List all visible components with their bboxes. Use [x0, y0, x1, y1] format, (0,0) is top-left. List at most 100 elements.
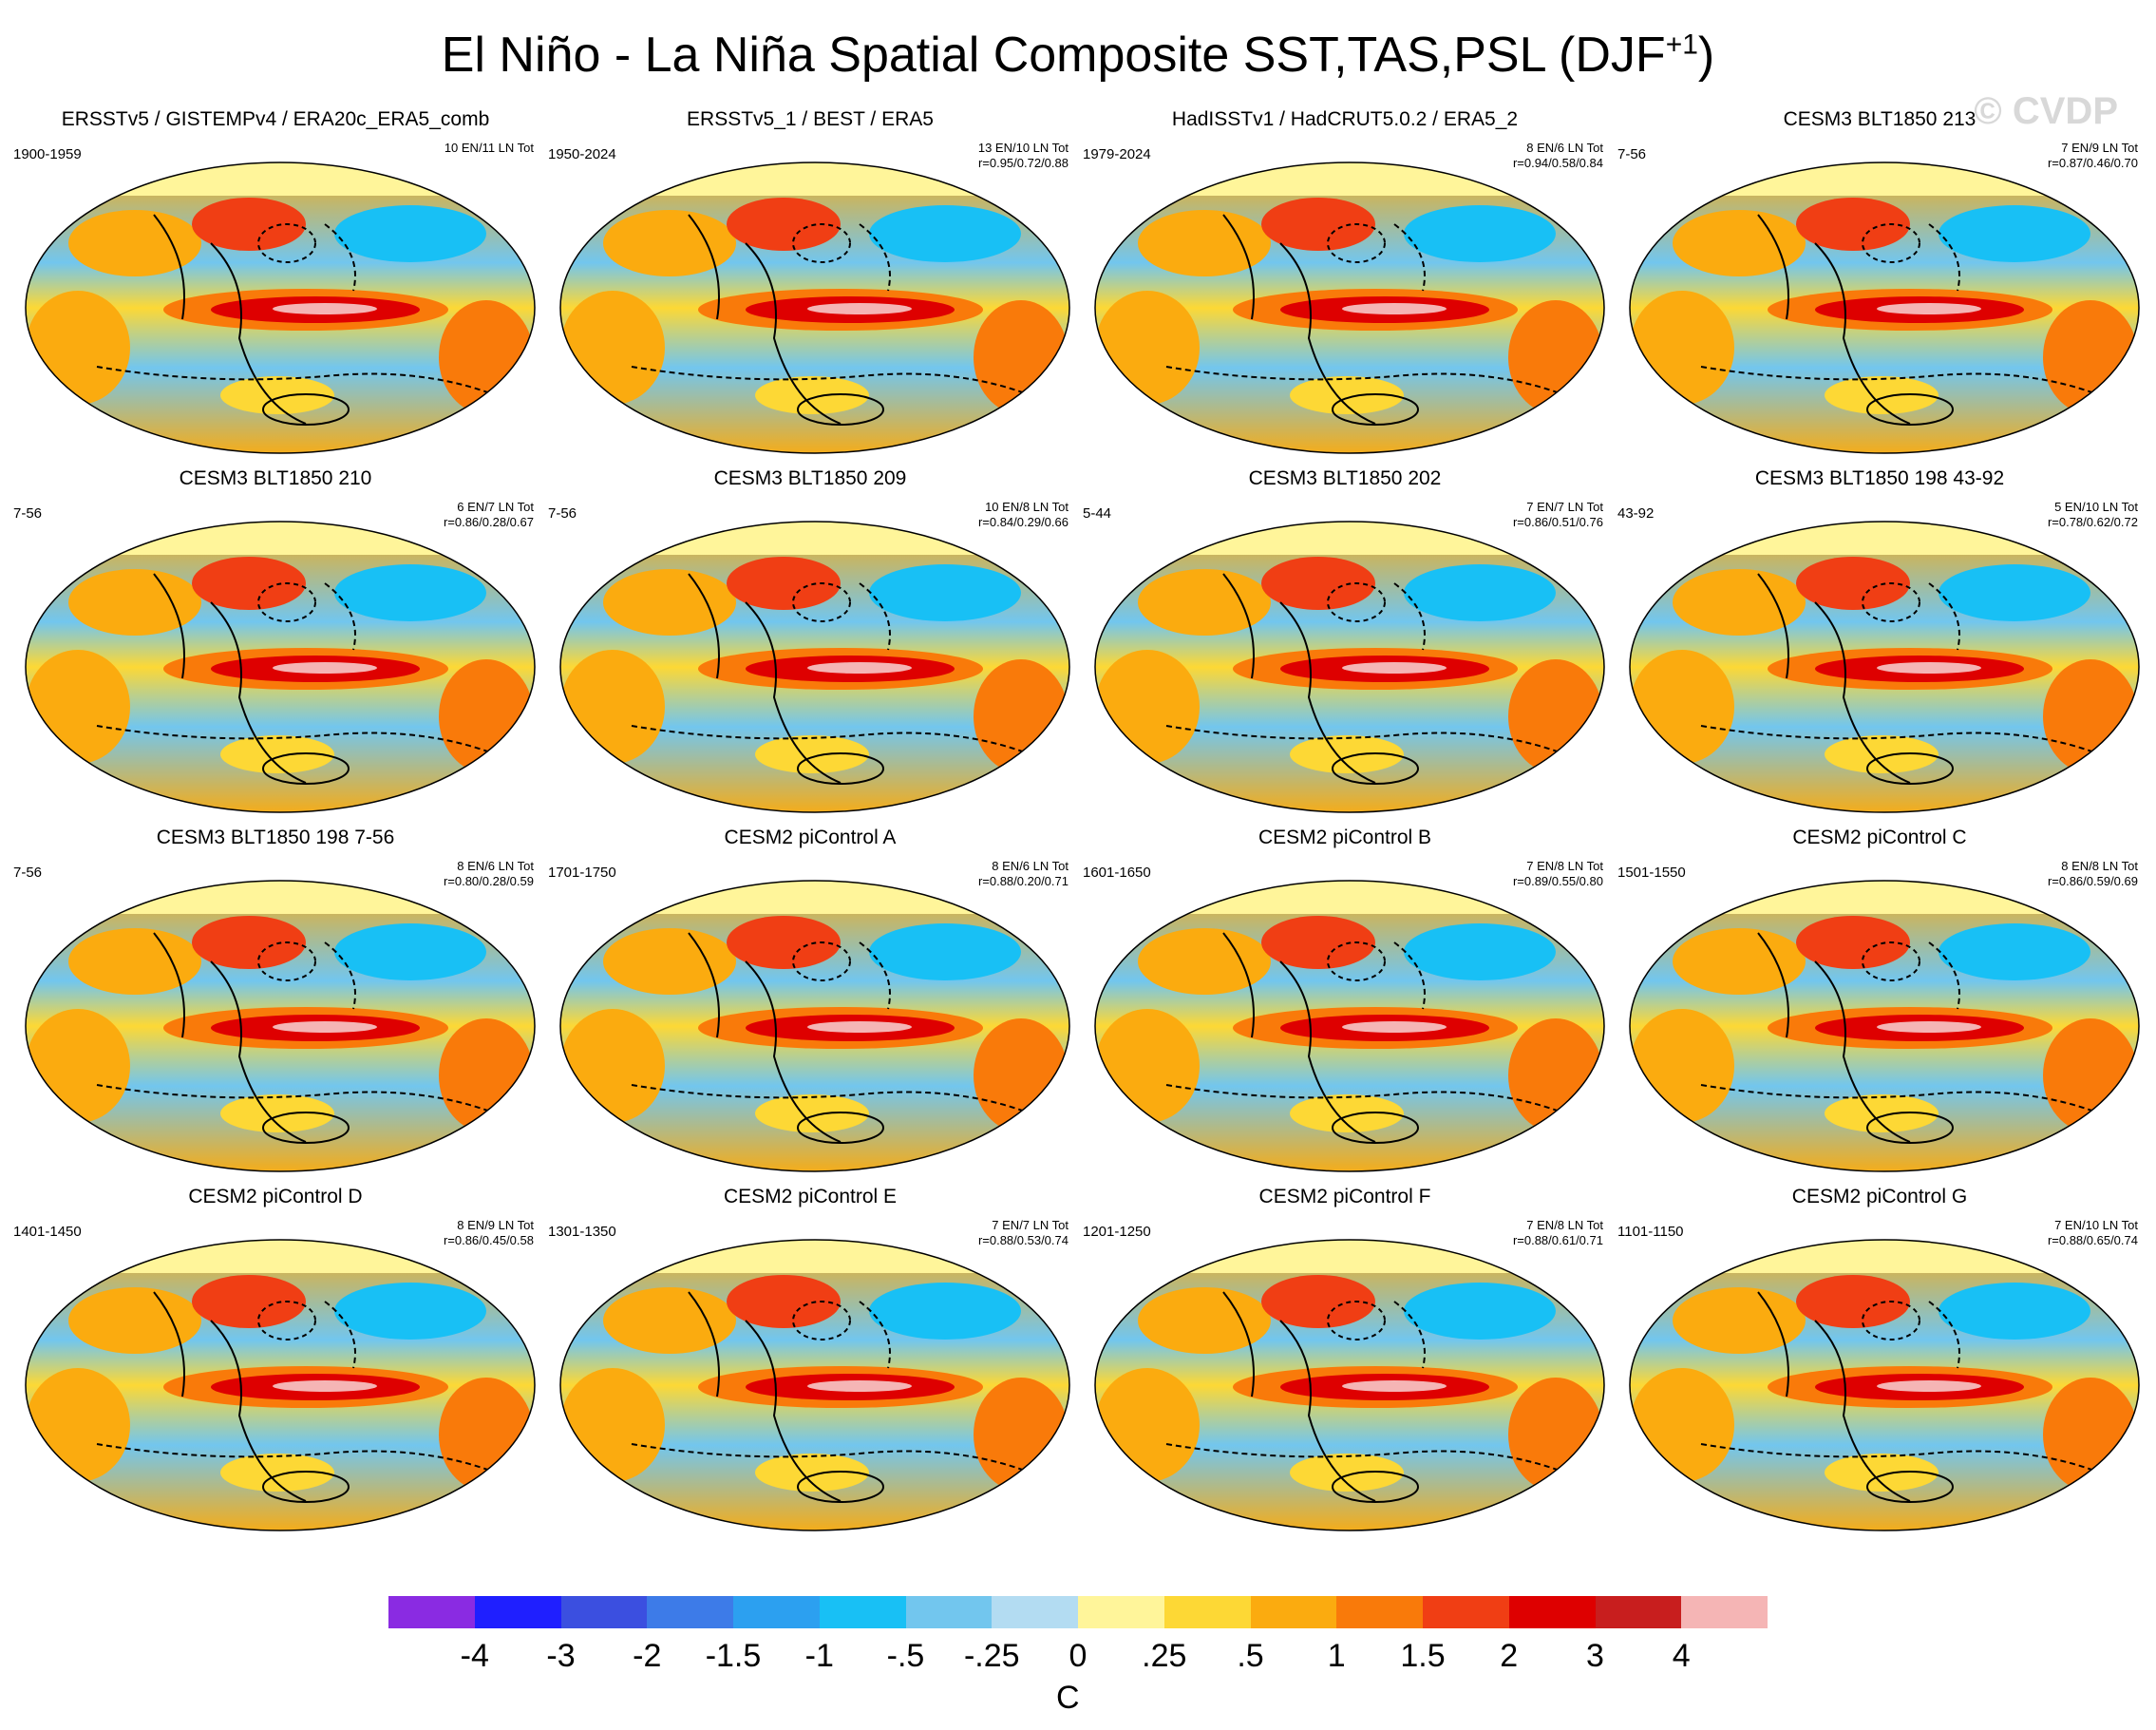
colorbar-swatch [905, 1596, 993, 1628]
map-area [21, 158, 539, 458]
colorbar-swatch [992, 1596, 1078, 1628]
panel-counts: 7 EN/7 LN Tot [1526, 500, 1603, 514]
colorbar-tick-label: .25 [1142, 1638, 1187, 1674]
colorbar-swatch [1681, 1596, 1768, 1628]
colorbar-swatch [647, 1596, 733, 1628]
map-area [1090, 876, 1609, 1176]
panel-counts: 6 EN/7 LN Tot [457, 500, 534, 514]
panel-stats: 7 EN/10 LN Tot r=0.88/0.65/0.74 [2048, 1218, 2138, 1248]
map-panel: CESM2 piControl C 1501-1550 8 EN/8 LN Tot r… [1614, 823, 2146, 1180]
panel-stats: 10 EN/8 LN Tot r=0.84/0.29/0.66 [978, 500, 1069, 530]
panel-correlation: r=0.86/0.28/0.67 [443, 515, 534, 529]
panel-title: CESM2 piControl D [188, 1186, 363, 1207]
cvdp-watermark: © CVDP [1974, 90, 2118, 132]
panel-period: 1950-2024 [548, 146, 616, 162]
map-plot [559, 521, 1070, 813]
map-panel: CESM3 BLT1850 213 7-56 7 EN/9 LN Tot r=0.87… [1614, 105, 2146, 462]
colorbar [388, 1596, 1768, 1628]
map-area [556, 158, 1074, 458]
map-plot [25, 1239, 536, 1531]
map-plot [25, 880, 536, 1172]
map-plot [25, 162, 536, 454]
map-panel: CESM2 piControl D 1401-1450 8 EN/9 LN Tot r… [9, 1182, 541, 1539]
panel-period: 43-92 [1617, 505, 1655, 522]
panel-counts: 10 EN/11 LN Tot [444, 141, 534, 155]
panel-correlation: r=0.88/0.61/0.71 [1512, 1233, 1603, 1247]
colorbar-ticks: -4 -3 -2 -1.5 -1 -.5 -.25 0 .25 .5 1 1.5 2 3 4 [388, 1638, 1768, 1676]
panel-period: 1501-1550 [1617, 865, 1686, 881]
panel-stats: 7 EN/8 LN Tot r=0.88/0.61/0.71 [1513, 1218, 1603, 1248]
panel-period: 7-56 [1617, 146, 1647, 162]
colorbar-swatch [733, 1596, 820, 1628]
panel-period: 7-56 [548, 505, 577, 522]
panel-period: 1101-1150 [1617, 1224, 1684, 1240]
panel-period: 1301-1350 [548, 1224, 616, 1240]
map-area [1090, 1235, 1609, 1535]
panel-stats: 7 EN/7 LN Tot r=0.88/0.53/0.74 [978, 1218, 1069, 1248]
map-plot [25, 521, 536, 813]
colorbar-swatch [819, 1596, 906, 1628]
colorbar-tick-label: -4 [460, 1638, 489, 1674]
panel-correlation: r=0.86/0.51/0.76 [1512, 515, 1603, 529]
panel-period: 1201-1250 [1083, 1224, 1151, 1240]
map-panel: CESM2 piControl B 1601-1650 7 EN/8 LN Tot r… [1079, 823, 1611, 1180]
colorbar-swatch [1163, 1596, 1251, 1628]
map-panel: CESM2 piControl E 1301-1350 7 EN/7 LN Tot r… [544, 1182, 1076, 1539]
map-panel: CESM2 piControl A 1701-1750 8 EN/6 LN Tot r… [544, 823, 1076, 1180]
map-panel: CESM2 piControl G 1101-1150 7 EN/10 LN Tot… [1614, 1182, 2146, 1539]
colorbar-swatch [1595, 1596, 1682, 1628]
panel-period: 1900-1959 [13, 146, 82, 162]
panel-correlation: r=0.95/0.72/0.88 [977, 156, 1069, 170]
panel-stats: 7 EN/7 LN Tot r=0.86/0.51/0.76 [1513, 500, 1603, 530]
panel-period: 7-56 [13, 865, 43, 881]
panel-stats: 10 EN/11 LN Tot [444, 141, 534, 156]
colorbar-swatch [1250, 1596, 1337, 1628]
colorbar-unit: C [1056, 1680, 1080, 1716]
map-area [1625, 158, 2144, 458]
panel-correlation: r=0.89/0.55/0.80 [1512, 874, 1603, 888]
colorbar-tick-label: -3 [546, 1638, 576, 1674]
panel-counts: 5 EN/10 LN Tot [2054, 500, 2138, 514]
colorbar-tick-label: -.25 [963, 1638, 1020, 1674]
colorbar-swatch [560, 1596, 648, 1628]
panel-stats: 8 EN/8 LN Tot r=0.86/0.59/0.69 [2048, 859, 2138, 889]
colorbar-tick-label: 2 [1500, 1638, 1519, 1674]
map-area [1090, 158, 1609, 458]
panel-grid: ERSSTv5 / GISTEMPv4 / ERA20c_ERA5_comb 19… [9, 105, 2147, 1539]
panel-period: 7-56 [13, 505, 43, 522]
panel-stats: 13 EN/10 LN Tot r=0.95/0.72/0.88 [978, 141, 1069, 171]
panel-title: CESM2 piControl C [1792, 827, 1967, 848]
map-plot [1629, 521, 2140, 813]
panel-counts: 8 EN/8 LN Tot [2061, 859, 2138, 873]
panel-stats: 5 EN/10 LN Tot r=0.78/0.62/0.72 [2048, 500, 2138, 530]
panel-stats: 8 EN/6 LN Tot r=0.80/0.28/0.59 [444, 859, 534, 889]
panel-stats: 7 EN/9 LN Tot r=0.87/0.46/0.70 [2048, 141, 2138, 171]
panel-correlation: r=0.84/0.29/0.66 [977, 515, 1069, 529]
map-area [21, 1235, 539, 1535]
map-plot [559, 1239, 1070, 1531]
panel-correlation: r=0.88/0.20/0.71 [977, 874, 1069, 888]
panel-correlation: r=0.88/0.65/0.74 [2047, 1233, 2138, 1247]
panel-counts: 8 EN/6 LN Tot [1526, 141, 1603, 155]
panel-title: CESM3 BLT1850 210 [179, 467, 372, 489]
panel-correlation: r=0.78/0.62/0.72 [2047, 515, 2138, 529]
colorbar-swatch [1423, 1596, 1509, 1628]
map-area [1625, 876, 2144, 1176]
panel-stats: 8 EN/6 LN Tot r=0.94/0.58/0.84 [1513, 141, 1603, 171]
colorbar-tick-label: -2 [633, 1638, 662, 1674]
colorbar-tick-label: 4 [1672, 1638, 1691, 1674]
panel-title: ERSSTv5_1 / BEST / ERA5 [687, 108, 934, 130]
panel-title: CESM2 piControl F [1258, 1186, 1431, 1207]
map-area [1625, 517, 2144, 817]
map-panel: CESM3 BLT1850 209 7-56 10 EN/8 LN Tot r=0.8… [544, 464, 1076, 821]
map-plot [1094, 880, 1605, 1172]
panel-period: 5-44 [1083, 505, 1112, 522]
panel-correlation: r=0.87/0.46/0.70 [2047, 156, 2138, 170]
panel-stats: 7 EN/8 LN Tot r=0.89/0.55/0.80 [1513, 859, 1603, 889]
colorbar-tick-label: -.5 [886, 1638, 925, 1674]
map-area [21, 876, 539, 1176]
panel-title: ERSSTv5 / GISTEMPv4 / ERA20c_ERA5_comb [61, 108, 490, 130]
colorbar-tick-label: -1.5 [705, 1638, 762, 1674]
panel-title: CESM2 piControl A [724, 827, 897, 848]
panel-period: 1701-1750 [548, 865, 616, 881]
